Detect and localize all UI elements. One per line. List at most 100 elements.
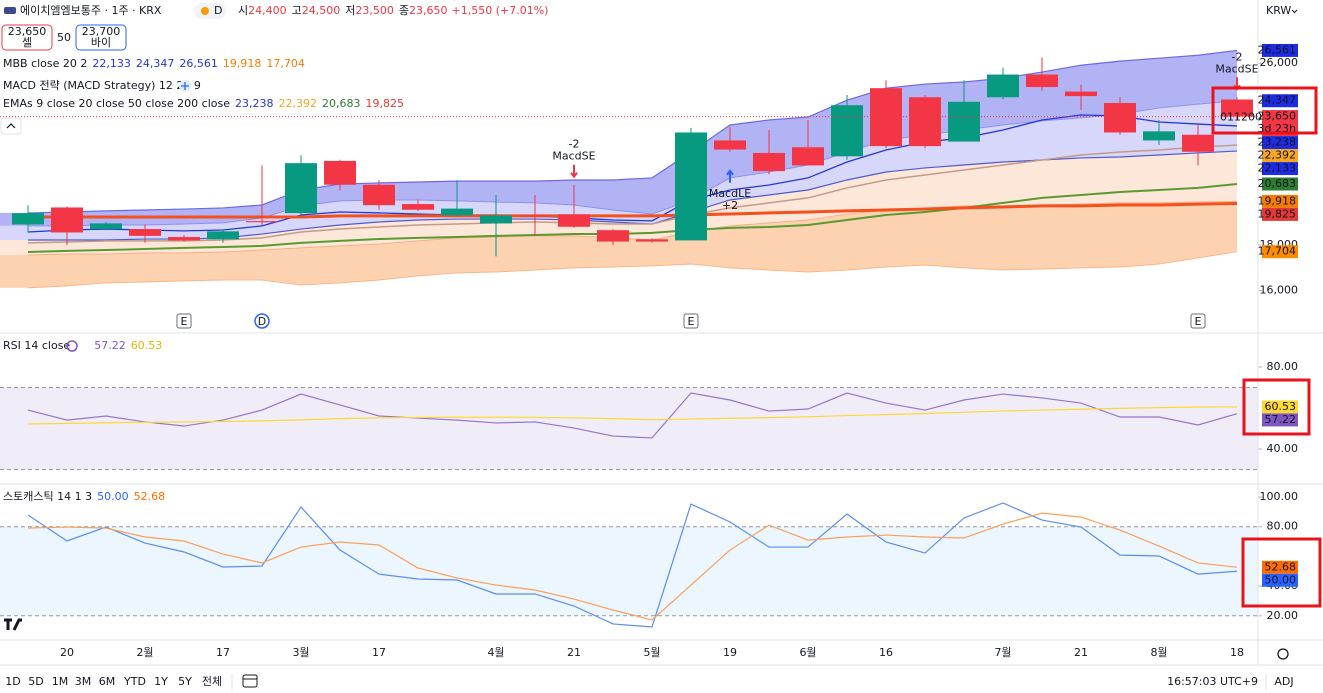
buy-button[interactable] (75, 24, 127, 51)
legend-title: MACD 전략 (MACD Strategy) 12 26 9 (3, 79, 201, 92)
indicator-legend: MACD 전략 (MACD Strategy) 12 26 9 (3, 79, 201, 92)
candle-body (870, 88, 902, 147)
indicator-line (27, 183, 1238, 254)
y-tick-label: 100.00 (1260, 490, 1299, 503)
price-tag-label: 52.68 (1265, 560, 1297, 573)
range-button[interactable]: 5D (28, 675, 43, 688)
band-background (0, 526, 1258, 616)
candle-body (714, 140, 746, 150)
price-tag-label: 19,918 (1258, 194, 1297, 207)
legend-value: 23,238 (235, 97, 274, 110)
date-range-icon[interactable] (242, 674, 258, 688)
price-tag (1262, 573, 1298, 587)
candle-body (324, 160, 356, 185)
legend-value: 19,825 (366, 97, 405, 110)
adj-toggle[interactable]: ADJ (1274, 675, 1293, 688)
x-tick-label: 5월 (643, 646, 660, 659)
y-tick-label: 16,000 (1260, 283, 1299, 296)
strategy-icon-star (181, 82, 189, 90)
price-tag (1262, 560, 1298, 574)
legend-value: 50.00 (97, 490, 129, 503)
sell-price: 23,650 (8, 25, 47, 38)
legend-title: RSI 14 close (3, 339, 70, 352)
legend-value: 17,704 (266, 57, 305, 70)
x-tick-label: 8월 (1150, 646, 1167, 659)
legend-value: 52.68 (134, 490, 166, 503)
event-marker[interactable] (1190, 313, 1206, 329)
range-button[interactable]: 1Y (154, 675, 168, 688)
x-tick-label: 3월 (292, 646, 309, 659)
sell-button[interactable] (1, 24, 53, 51)
currency[interactable]: KRW (1266, 4, 1291, 17)
signal-arrow (726, 169, 734, 183)
legend-value: 24,347 (136, 57, 175, 70)
candle-body (1182, 134, 1214, 152)
series-line (27, 406, 1238, 425)
candle-body (909, 97, 941, 147)
price-tag (1262, 94, 1298, 108)
price-tag-label: 60.53 (1265, 400, 1297, 413)
range-button[interactable]: 1D (5, 675, 20, 688)
x-tick-label: 20 (60, 646, 74, 659)
ohlc-prefix: 고 (292, 4, 302, 17)
price-tag-label: 17,704 (1258, 245, 1297, 258)
event-marker[interactable] (254, 313, 270, 329)
interval-pill (194, 3, 226, 19)
candle-body (636, 239, 668, 242)
indicator-line (27, 144, 1238, 244)
price-tag-label: 24,347 (1258, 94, 1297, 107)
x-tick-label: 4월 (487, 646, 504, 659)
price-tag (1262, 162, 1298, 176)
candle-body (1143, 131, 1175, 141)
logo (4, 618, 22, 631)
range-button[interactable]: 3M (75, 675, 92, 688)
ohlc-value: 23,500 (355, 4, 394, 17)
candle-body (363, 184, 395, 206)
candle-body (480, 215, 512, 224)
indicator-line (27, 251, 1238, 289)
candle-body (792, 147, 824, 166)
indicator-line (27, 49, 1238, 214)
candle-body (987, 74, 1019, 98)
legend-title: 스토캐스틱 14 1 3 (3, 490, 92, 503)
highlight-box (1211, 86, 1318, 135)
interval: D (214, 4, 222, 17)
collapse-chevron (6, 123, 16, 129)
band-fill (0, 151, 1237, 255)
signal-qty: -2 (1232, 50, 1243, 63)
symbol-icon (4, 7, 16, 14)
price-tag (1262, 413, 1298, 427)
event-marker[interactable] (683, 313, 699, 329)
candle-body (597, 230, 629, 242)
signal-qty: -2 (569, 138, 580, 151)
settings-icon[interactable] (1277, 648, 1289, 660)
series-line (27, 392, 1238, 439)
legend-value: 22,392 (279, 97, 318, 110)
signal-label: MacdSE (1215, 62, 1258, 75)
buy-price: 23,700 (82, 25, 121, 38)
range-button[interactable]: 1M (52, 675, 69, 688)
candle-body (285, 163, 317, 214)
event-label: E (1195, 315, 1202, 328)
series-line (27, 502, 1238, 628)
currency-caret (1291, 9, 1298, 14)
ohlc-prefix: 종 (399, 4, 409, 17)
x-tick-label: 21 (567, 646, 581, 659)
range-button[interactable]: 전체 (202, 675, 222, 688)
range-button[interactable]: 6M (99, 675, 116, 688)
y-tick-label: 40.00 (1267, 442, 1299, 455)
x-tick-label: 21 (1074, 646, 1088, 659)
candle-body (246, 221, 278, 223)
signal-label: MacdLE (709, 187, 751, 200)
candle-body (753, 152, 785, 172)
band-fill (0, 50, 1237, 226)
legend-value: 19,918 (223, 57, 262, 70)
ohlc-prefix: 저 (345, 4, 355, 17)
range-button[interactable]: 5Y (178, 675, 192, 688)
range-button[interactable]: YTD (123, 675, 146, 688)
candle-body (90, 223, 122, 230)
event-marker[interactable] (176, 313, 192, 329)
collapse-button[interactable] (0, 117, 22, 135)
price-tag (1262, 136, 1298, 150)
candle-body (1026, 74, 1058, 88)
